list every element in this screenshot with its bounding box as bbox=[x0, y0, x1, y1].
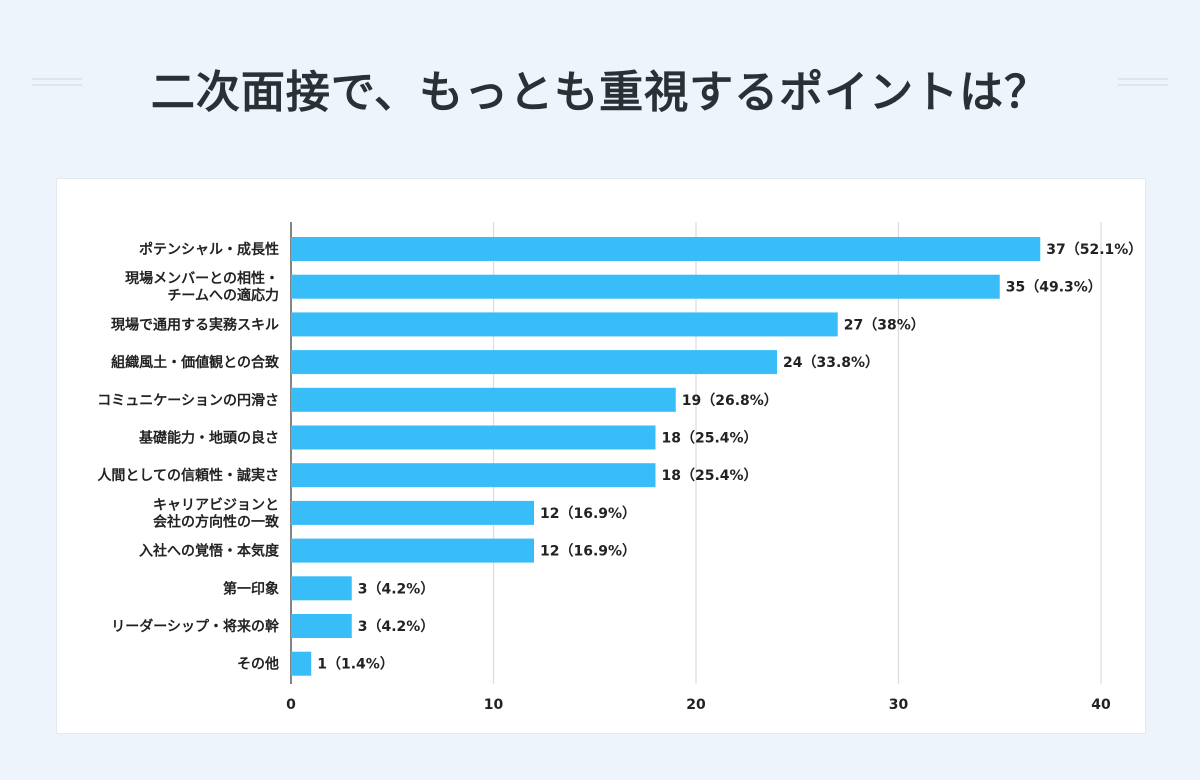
bar bbox=[291, 237, 1041, 261]
data-label: 27（38%） bbox=[844, 317, 925, 333]
data-label: 24（33.8%） bbox=[783, 355, 879, 371]
bar bbox=[291, 425, 656, 450]
data-label: 19（26.8%） bbox=[682, 393, 778, 409]
bar bbox=[291, 614, 352, 638]
category-label: 基礎能力・地頭の良さ bbox=[139, 430, 279, 447]
category-label: 入社への覚悟・本気度 bbox=[139, 543, 280, 560]
data-label: 18（25.4%） bbox=[662, 468, 758, 484]
category-label: 組織風土・価値観との合致 bbox=[111, 354, 280, 371]
x-tick-label: 20 bbox=[686, 697, 706, 713]
bar bbox=[291, 463, 656, 488]
data-label: 18（25.4%） bbox=[662, 431, 758, 447]
chart-card: 0 10 20 30 40 ポテンシャル・成長性 37（52.1%） 現場メンバーとの相性・チ… bbox=[56, 178, 1146, 734]
data-label: 12（16.9%） bbox=[540, 506, 636, 522]
category-label: ポテンシャル・成長性 bbox=[139, 241, 279, 258]
category-label: 現場で通用する実務スキル bbox=[111, 316, 279, 333]
title-decoration-right bbox=[1118, 78, 1168, 80]
x-tick-label: 0 bbox=[286, 697, 296, 713]
category-label: チームへの適応力 bbox=[167, 287, 279, 304]
category-label: 現場メンバーとの相性・ bbox=[125, 270, 279, 287]
bar-chart: 0 10 20 30 40 ポテンシャル・成長性 37（52.1%） 現場メンバーとの相性・チ… bbox=[97, 222, 1142, 713]
title-decoration-left bbox=[32, 78, 82, 80]
category-label: 人間としての信頼性・誠実さ bbox=[97, 467, 279, 484]
x-tick-label: 10 bbox=[484, 697, 504, 713]
bar bbox=[291, 538, 534, 563]
bar bbox=[291, 576, 352, 601]
category-label: 第一印象 bbox=[223, 580, 279, 597]
data-label: 1（1.4%） bbox=[317, 657, 394, 673]
category-label: 会社の方向性の一致 bbox=[153, 513, 280, 530]
x-tick-label: 30 bbox=[889, 697, 909, 713]
data-label: 12（16.9%） bbox=[540, 544, 636, 560]
bar bbox=[291, 387, 676, 412]
x-tick-label: 40 bbox=[1091, 697, 1111, 713]
data-label: 3（4.2%） bbox=[358, 619, 435, 635]
page-title: 二次面接で、もっとも重視するポイントは？ bbox=[150, 67, 1050, 118]
category-label: コミュニケーションの円滑さ bbox=[97, 392, 279, 409]
title-decoration-left bbox=[32, 84, 82, 86]
title-decoration-right bbox=[1118, 84, 1168, 86]
category-label: キャリアビジョンと bbox=[153, 497, 279, 513]
data-label: 37（52.1%） bbox=[1046, 242, 1142, 258]
bar bbox=[291, 651, 312, 676]
data-label: 35（49.3%） bbox=[1006, 280, 1102, 296]
bar bbox=[291, 500, 534, 525]
category-label: その他 bbox=[237, 656, 279, 673]
bar bbox=[291, 312, 838, 337]
title-area: 二次面接で、もっとも重視するポイントは？ bbox=[0, 50, 1200, 120]
bar bbox=[291, 274, 1000, 299]
data-label: 3（4.2%） bbox=[358, 581, 435, 597]
category-label: リーダーシップ・将来の幹 bbox=[111, 618, 280, 635]
bar bbox=[291, 350, 777, 375]
